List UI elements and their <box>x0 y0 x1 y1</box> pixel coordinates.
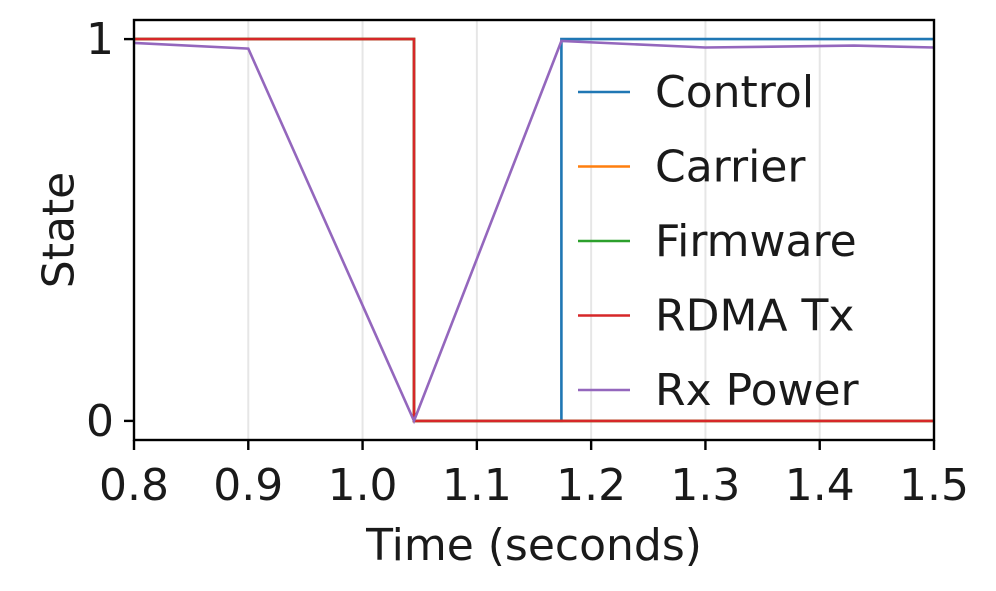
series-lines <box>133 37 935 425</box>
x-tick-label: 1.3 <box>670 460 740 511</box>
x-tick-label: 0.8 <box>99 460 169 511</box>
x-axis-label: Time (seconds) <box>365 520 702 571</box>
axis-ticks: 0.8 0.9 1.0 1.1 1.2 1.3 1.4 1.5 0 1 <box>86 14 969 511</box>
plot-frame <box>132 18 936 442</box>
legend-label: Control <box>655 67 814 118</box>
x-tick-label: 1.0 <box>328 460 398 511</box>
y-tick-label: 0 <box>86 396 114 447</box>
grid-lines <box>133 20 935 440</box>
legend-label: Carrier <box>655 142 806 193</box>
series-line-rx-power <box>133 39 935 425</box>
x-tick-label: 1.1 <box>442 460 512 511</box>
legend: Control Carrier Firmware RDMA Tx Rx Power <box>578 67 860 416</box>
legend-label: Rx Power <box>655 365 860 416</box>
legend-label: RDMA Tx <box>655 291 854 342</box>
x-tick-label: 1.2 <box>556 460 626 511</box>
y-axis-label: State <box>33 172 84 288</box>
x-tick-label: 0.9 <box>213 460 283 511</box>
series-line-rdma-tx <box>134 37 934 423</box>
x-tick-label: 1.5 <box>899 460 969 511</box>
x-tick-label: 1.4 <box>785 460 855 511</box>
y-tick-label: 1 <box>86 14 114 65</box>
legend-label: Firmware <box>655 216 857 267</box>
